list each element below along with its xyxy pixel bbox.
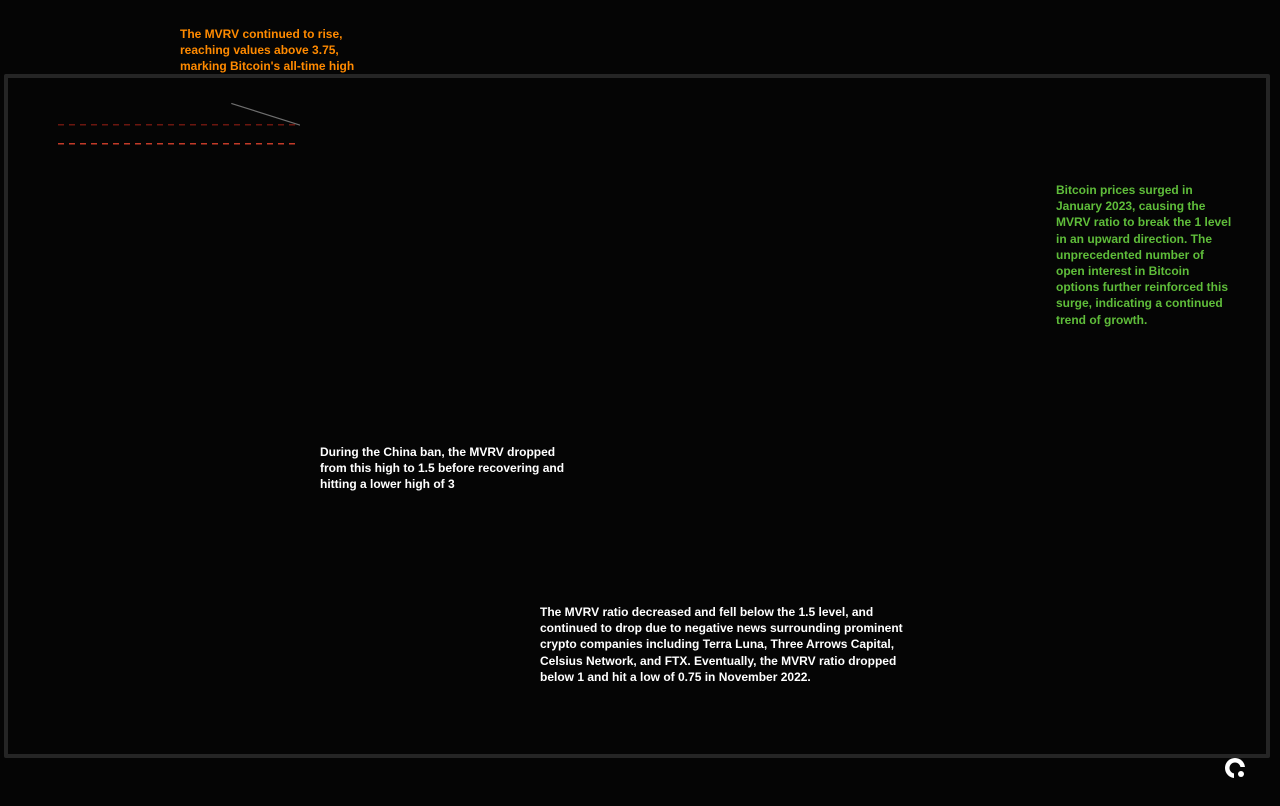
annotation-top-orange: The MVRV continued to rise,reaching valu… [180,26,354,75]
chart-stage: The MVRV continued to rise,reaching valu… [0,0,1280,806]
annotation-mid-white: During the China ban, the MVRV droppedfr… [320,444,620,493]
legend-bullet-price [626,65,633,72]
annotation-right-green: Bitcoin prices surged inJanuary 2023, ca… [1056,182,1242,328]
annotation-low-white: The MVRV ratio decreased and fell below … [540,604,960,685]
plot-area [0,0,300,150]
legend-bullet-mvrv [656,63,666,73]
brand-watermark [1224,756,1252,784]
brand-logo [1224,756,1252,782]
